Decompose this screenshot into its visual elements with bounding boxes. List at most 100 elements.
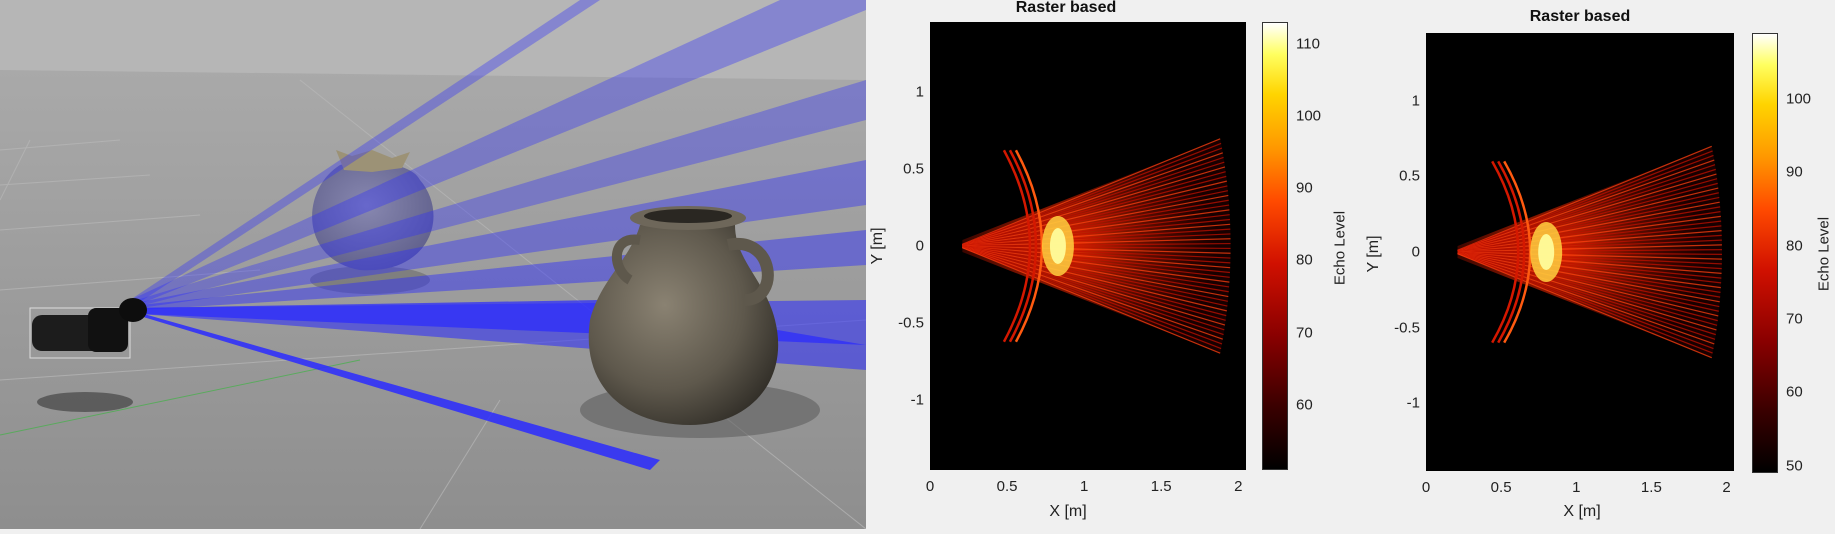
colorbar-label: Echo Level (1331, 210, 1349, 286)
scene-render (0, 0, 867, 530)
echo-streak (962, 138, 1221, 245)
echo-streak (1457, 252, 1721, 298)
echo-streak (962, 171, 1226, 246)
sack-object (310, 150, 434, 294)
echo-streak (962, 194, 1229, 246)
heatmap-svg (962, 138, 1231, 354)
colorbar-tick-label: 100 (1786, 90, 1812, 108)
echo-streak (962, 247, 1221, 354)
echo-streak (962, 228, 1231, 247)
echo-streak (962, 185, 1228, 246)
echo-streak (1457, 251, 1722, 260)
echo-streak (962, 246, 1223, 345)
object-arc (1503, 160, 1532, 344)
echo-streak (1457, 252, 1714, 350)
echo-streak (1457, 252, 1715, 345)
echo-streak (962, 245, 1230, 278)
echo-streak (1457, 253, 1712, 359)
colorbar-tick-label: 60 (1296, 396, 1313, 414)
echo-streak (962, 218, 1231, 247)
colorbar-tick-label: 80 (1786, 237, 1803, 255)
echo-streak (962, 147, 1223, 246)
echo-streak (1457, 252, 1718, 322)
echo-streak (962, 245, 1231, 274)
colorbar-tick-label: 80 (1296, 251, 1313, 269)
echo-streak (962, 246, 1228, 307)
echo-streak (1457, 253, 1713, 354)
echo-streak (1457, 145, 1712, 251)
echo-streak (962, 246, 1226, 321)
echo-streak (962, 245, 1231, 254)
echo-streak (962, 246, 1224, 336)
echo-streak (1457, 251, 1721, 289)
sky-background (0, 0, 866, 80)
echo-streak (962, 209, 1230, 247)
object-arc (1002, 149, 1032, 343)
echo-streak (962, 246, 1223, 340)
y-tick-label: 1 (915, 83, 924, 101)
echo-streak (1457, 234, 1722, 253)
echo-streak (1457, 220, 1722, 253)
echo-streak (1457, 154, 1714, 252)
echo-streak (962, 214, 1230, 247)
y-tick-label: 0.5 (1399, 167, 1420, 185)
y-tick-label: -0.5 (898, 314, 924, 332)
colorbar-tick-label: 110 (1296, 35, 1320, 53)
y-tick-label: -0.5 (1394, 319, 1420, 337)
echo-streak (962, 246, 1227, 317)
echo-streak (1457, 201, 1720, 252)
echo-streak (962, 245, 1231, 264)
echo-streak (1457, 249, 1722, 253)
y-tick-label: 0.5 (903, 160, 924, 178)
x-tick-label: 0.5 (996, 478, 1018, 495)
echo-streak (962, 247, 1222, 350)
echo-streak (1457, 164, 1716, 252)
echo-streak (1457, 252, 1720, 303)
colorbar-tick-label: 70 (1786, 310, 1803, 328)
echo-streak (1457, 178, 1718, 252)
echo-streak (962, 223, 1231, 247)
echo-streak (1457, 196, 1720, 252)
y-tick-label: 0 (915, 237, 924, 255)
colorbar (1262, 22, 1288, 470)
echo-streak (1457, 252, 1719, 317)
colorbar-tick-label: 60 (1786, 383, 1803, 401)
echo-streak (1457, 251, 1722, 275)
echo-streak (1457, 251, 1722, 265)
heatmap-svg (1457, 145, 1722, 359)
object-arc (1008, 149, 1038, 343)
object-arc (1491, 160, 1520, 344)
echo-streak (962, 238, 1231, 247)
echo-streak (962, 246, 1227, 312)
heatmap-panel-1: Raster based X [m] Y [m] Echo Level 0 0.5… (866, 0, 1366, 529)
echo-streak (1457, 211, 1721, 252)
echo-streak (962, 166, 1226, 246)
echo-streak (1457, 251, 1722, 270)
echo-streak (962, 245, 1231, 250)
echo-streak (962, 156, 1224, 246)
x-tick-label: 1 (1572, 479, 1581, 496)
echo-streak (962, 152, 1223, 246)
chart-title: Raster based (1529, 8, 1631, 25)
colorbar-tick-label: 90 (1296, 179, 1313, 197)
echo-streak (962, 246, 1229, 293)
echo-streak (962, 246, 1226, 326)
echo-streak (1457, 173, 1717, 252)
echo-streak (1457, 215, 1721, 253)
echo-streak (962, 242, 1231, 247)
x-axis-label: X [m] (1049, 503, 1087, 520)
x-tick-label: 0 (925, 478, 935, 495)
object-arc (1497, 160, 1526, 344)
echo-streak (962, 246, 1228, 302)
echo-streak (1457, 252, 1719, 312)
colorbar-tick-label: 50 (1786, 457, 1803, 475)
echo-streak (1457, 187, 1719, 252)
y-tick-label: 0 (1411, 243, 1420, 261)
echo-streak (1457, 159, 1715, 252)
echo-streak (962, 180, 1227, 246)
y-tick-label: -1 (1406, 394, 1420, 412)
x-tick-label: 1.5 (1640, 479, 1662, 496)
colorbar-tick-label: 100 (1296, 107, 1322, 125)
colorbar-tick-label: 70 (1296, 324, 1313, 342)
echo-streak (962, 142, 1222, 245)
